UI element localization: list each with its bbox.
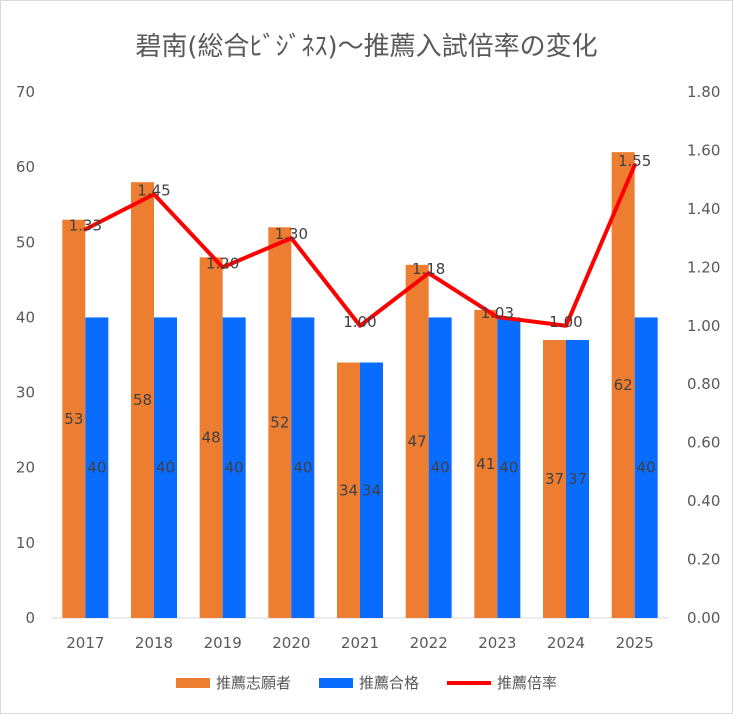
data-label-applicants: 48: [202, 429, 221, 447]
chart-legend: 推薦志願者 推薦合格 推薦倍率: [1, 672, 732, 693]
data-label-accepted: 40: [293, 459, 312, 477]
x-tick-label: 2021: [341, 634, 379, 652]
data-label-accepted: 34: [362, 481, 381, 499]
y-right-tick-label: 1.20: [687, 258, 720, 276]
legend-swatch-ratio: [447, 680, 491, 685]
data-label-applicants: 53: [64, 410, 83, 428]
data-label-applicants: 58: [133, 391, 152, 409]
line-ratio: [83, 163, 637, 328]
bar-accepted: [85, 317, 109, 618]
bar-applicants: [543, 339, 566, 618]
data-label-ratio: 1.00: [549, 313, 582, 331]
data-label-accepted: 40: [431, 459, 450, 477]
y-left-tick-label: 0: [25, 609, 35, 627]
data-label-applicants: 37: [545, 470, 564, 488]
y-right-tick-label: 0.00: [687, 609, 720, 627]
y-left-tick-label: 70: [16, 83, 35, 101]
data-label-applicants: 52: [270, 414, 289, 432]
data-label-accepted: 40: [156, 459, 175, 477]
data-label-accepted: 40: [87, 459, 106, 477]
bar-accepted: [634, 317, 658, 618]
bar-applicants: [62, 219, 86, 618]
bar-applicants: [611, 152, 635, 618]
legend-label-applicants: 推薦志願者: [215, 674, 291, 692]
y-left-tick-label: 50: [16, 233, 35, 251]
legend-swatch-accepted: [318, 677, 353, 688]
bar-applicants: [268, 227, 292, 618]
bar-applicants: [131, 182, 154, 618]
x-tick-label: 2017: [66, 634, 104, 652]
data-label-ratio: 1.45: [137, 181, 170, 199]
data-label-ratio: 1.18: [412, 260, 445, 278]
data-label-accepted: 40: [225, 459, 244, 477]
data-label-ratio: 1.30: [275, 225, 308, 243]
bar-accepted: [222, 317, 246, 618]
data-label-applicants: 47: [408, 432, 427, 450]
bar-accepted: [566, 339, 589, 618]
bar-accepted: [428, 317, 452, 618]
data-label-ratio: 1.33: [69, 216, 102, 234]
bar-applicants: [405, 264, 429, 618]
y-left-tick-label: 60: [16, 158, 35, 176]
bar-applicants: [199, 257, 223, 618]
data-label-ratio: 1.03: [481, 304, 514, 322]
x-tick-label: 2022: [410, 634, 448, 652]
bar-applicants: [474, 309, 498, 618]
chart-title: 碧南(総合ﾋﾞｼﾞﾈｽ)～推薦入試倍率の変化: [135, 32, 598, 62]
y-left-tick-label: 30: [16, 384, 35, 402]
data-label-applicants: 62: [614, 376, 633, 394]
bar-accepted: [360, 362, 383, 618]
legend-label-accepted: 推薦合格: [358, 674, 419, 692]
data-label-accepted: 40: [499, 459, 518, 477]
y-left-tick-label: 10: [16, 534, 35, 552]
data-label-ratio: 1.00: [343, 313, 376, 331]
y-right-tick-label: 1.80: [687, 83, 720, 101]
bar-accepted: [154, 317, 177, 618]
x-tick-label: 2023: [478, 634, 516, 652]
data-label-accepted: 40: [637, 459, 656, 477]
bar-applicants: [337, 362, 360, 618]
legend-item-ratio: 推薦倍率: [447, 672, 557, 693]
y-right-tick-label: 1.00: [687, 317, 720, 335]
legend-swatch-applicants: [175, 677, 210, 688]
x-tick-label: 2025: [616, 634, 654, 652]
legend-label-ratio: 推薦倍率: [497, 674, 558, 692]
legend-item-applicants: 推薦志願者: [175, 672, 291, 693]
y-right-tick-label: 1.60: [687, 141, 720, 159]
data-label-accepted: 37: [568, 470, 587, 488]
data-label-ratio: 1.55: [618, 152, 651, 170]
y-right-tick-label: 1.40: [687, 200, 720, 218]
x-tick-label: 2024: [547, 634, 585, 652]
data-label-applicants: 41: [476, 455, 495, 473]
x-tick-label: 2020: [272, 634, 310, 652]
bar-accepted: [497, 317, 521, 618]
y-right-tick-label: 0.60: [687, 434, 720, 452]
x-tick-label: 2018: [135, 634, 173, 652]
y-right-tick-label: 0.80: [687, 375, 720, 393]
x-tick-label: 2019: [204, 634, 242, 652]
y-left-tick-label: 40: [16, 308, 35, 326]
data-label-applicants: 34: [339, 481, 358, 499]
legend-item-accepted: 推薦合格: [318, 672, 419, 693]
y-right-tick-label: 0.40: [687, 492, 720, 510]
y-left-tick-label: 20: [16, 459, 35, 477]
bar-accepted: [291, 317, 315, 618]
y-right-tick-label: 0.20: [687, 551, 720, 569]
data-label-ratio: 1.20: [206, 254, 239, 272]
